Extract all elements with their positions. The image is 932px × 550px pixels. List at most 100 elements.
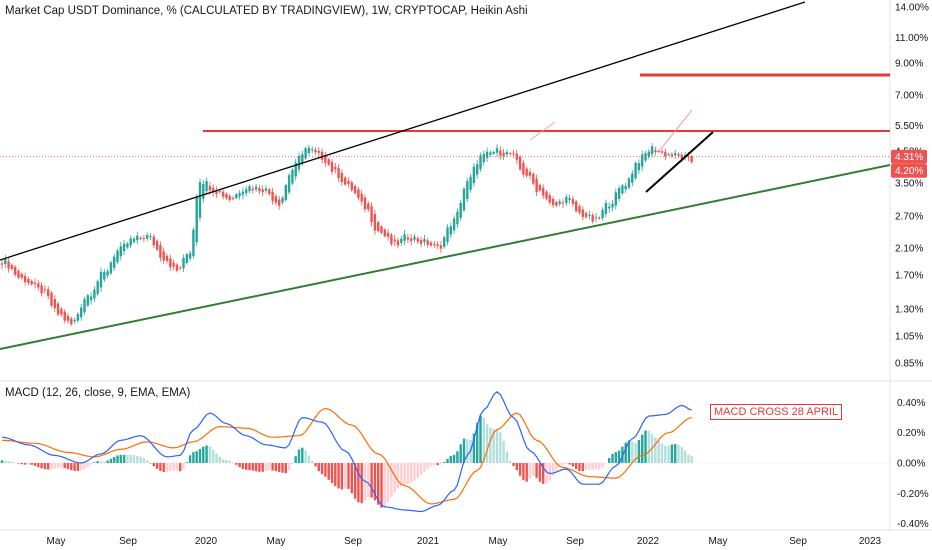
candle-body (301, 154, 304, 163)
histogram-bar (677, 444, 680, 463)
histogram-bar (416, 463, 419, 478)
candle-body (89, 296, 93, 301)
price-tick-label: 11.00% (895, 33, 928, 44)
histogram-bar (116, 455, 119, 463)
histogram-bar (644, 430, 647, 463)
histogram-bar (63, 463, 66, 469)
histogram-bar (551, 463, 555, 476)
histogram-bar (165, 463, 169, 473)
histogram-bar (654, 437, 657, 463)
histogram-bar (647, 430, 650, 463)
candle-body (212, 188, 215, 193)
macd-lines (1, 391, 692, 513)
candle-body (268, 189, 271, 195)
histogram-bar (403, 463, 406, 485)
candle-body (340, 173, 344, 183)
histogram-bar (452, 454, 456, 463)
histogram-bar (10, 461, 14, 463)
price-tick-label: 0.85% (895, 359, 923, 370)
candle-body (80, 307, 83, 318)
candle-body (291, 169, 294, 184)
histogram-bar (367, 463, 370, 498)
candle-body (202, 183, 205, 199)
histogram-bar (380, 463, 383, 508)
price-tick-label: 1.05% (895, 332, 923, 343)
histogram-bar (122, 454, 126, 463)
candle-body (73, 319, 76, 322)
histogram-bar (294, 456, 297, 463)
histogram-bar (621, 446, 624, 463)
candle-body (568, 198, 571, 200)
histogram-bar (522, 463, 525, 481)
candle-body (456, 211, 459, 225)
candle-body (462, 188, 466, 211)
histogram-bar (495, 428, 499, 463)
histogram-bar (347, 463, 350, 489)
histogram-bar (637, 439, 641, 463)
candle-body (436, 244, 439, 246)
macd-cross-annotation: MACD CROSS 28 APRIL (710, 404, 843, 420)
candle-body (136, 235, 139, 241)
candle-body (353, 186, 357, 194)
histogram-bar (446, 458, 449, 463)
candle-body (601, 209, 604, 218)
candle-body (608, 206, 611, 209)
histogram-bar (83, 463, 86, 470)
time-tick-label: 2022 (637, 536, 660, 547)
candle-body (677, 154, 680, 156)
candle-body (350, 182, 353, 190)
histogram-bar (505, 451, 509, 463)
histogram-bar (624, 442, 627, 463)
candle-body (641, 154, 644, 167)
histogram-bar (657, 440, 660, 463)
candle-body (241, 191, 245, 195)
candle-body (106, 271, 109, 276)
candle-body (660, 151, 664, 153)
histogram-bar (311, 460, 314, 463)
candle-body (182, 257, 185, 269)
histogram-bar (195, 451, 198, 463)
histogram-bar (383, 463, 386, 507)
candle-body (634, 162, 637, 179)
price-tag-box (891, 163, 927, 178)
candle-body (551, 198, 555, 206)
histogram-bar (436, 463, 439, 466)
histogram-bar (86, 463, 89, 467)
candle-body (4, 258, 7, 265)
histogram-bar (373, 463, 377, 501)
histogram-bar (228, 460, 231, 463)
histogram-bar (238, 463, 241, 468)
candle-body (380, 226, 383, 233)
candle-body (83, 299, 86, 313)
histogram-bar (502, 440, 505, 463)
histogram-bar (581, 463, 584, 472)
candle-body (449, 226, 452, 235)
histogram-bar (390, 463, 393, 498)
macd-tick-label: 0.40% (897, 398, 925, 409)
candle-body (393, 239, 396, 242)
candle-body (604, 202, 608, 214)
histogram-bar (149, 463, 152, 464)
price-tag-label: 4.20% (895, 166, 923, 177)
candle-body (624, 185, 627, 190)
candle-body (63, 311, 66, 321)
candle-body (165, 255, 169, 262)
time-tick-label: Sep (344, 536, 362, 547)
candle-body (251, 188, 254, 191)
histogram-bar (113, 456, 116, 463)
histogram-bar (485, 424, 489, 463)
macd-line (1, 391, 692, 513)
candle-body (126, 243, 129, 248)
histogram-bar (350, 463, 353, 494)
histogram-bar (106, 460, 109, 463)
histogram-bar (535, 463, 538, 478)
wedge-projection (659, 109, 693, 151)
candle-body (485, 151, 489, 158)
candle-body (469, 176, 472, 190)
histogram-bar (136, 455, 139, 463)
histogram-bar (304, 450, 307, 463)
histogram-bar (30, 463, 33, 465)
candle-body (287, 175, 291, 193)
candle-body (66, 316, 70, 321)
